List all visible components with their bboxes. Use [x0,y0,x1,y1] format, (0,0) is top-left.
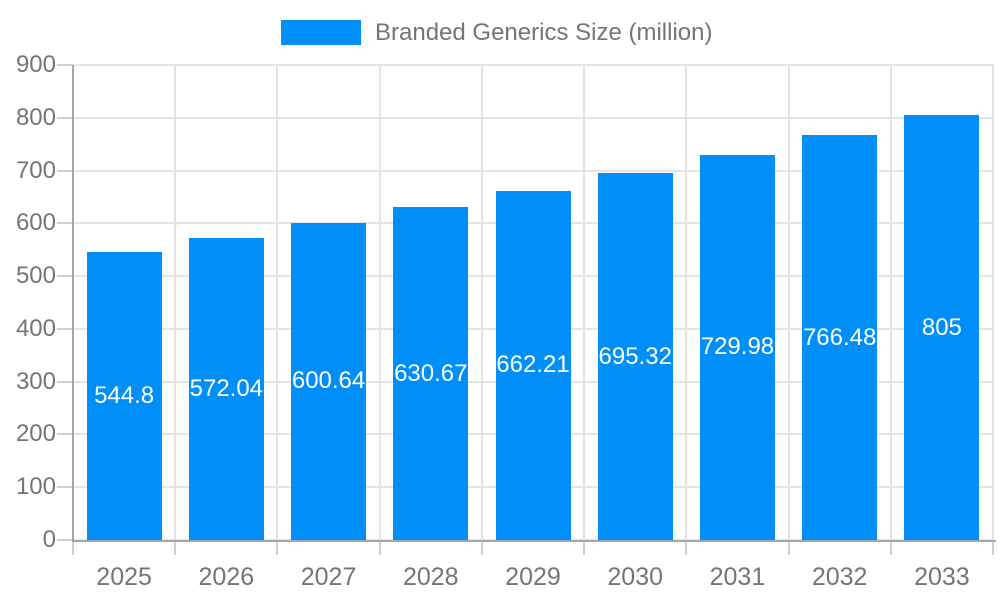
y-axis-tick [57,169,73,172]
x-axis-tick [889,542,892,555]
gridline-vertical [787,65,790,540]
gridline-vertical [480,65,483,540]
bar[interactable] [904,115,980,540]
x-axis-label: 2032 [811,563,868,591]
bar[interactable] [597,173,673,540]
y-axis-tick [57,539,73,541]
y-axis-label: 700 [15,156,56,184]
y-axis-label: 600 [15,209,56,237]
bar[interactable] [699,154,775,540]
bar[interactable] [802,135,878,540]
y-axis-label: 300 [15,367,56,395]
y-axis-tick [57,64,73,66]
gridline-vertical [378,65,381,540]
x-axis-label: 2029 [505,563,561,591]
x-axis-label: 2028 [402,563,459,591]
bar[interactable] [291,222,367,540]
bar[interactable] [495,190,571,540]
y-axis-label: 200 [15,420,56,448]
y-axis-label: 900 [15,51,56,78]
bar[interactable] [86,252,162,540]
x-axis-label: 2027 [300,563,357,591]
gridline-vertical [889,65,892,540]
bar-value-label: 544.8 [94,382,155,410]
gridline-vertical [992,65,994,540]
gridline-horizontal [73,169,993,172]
x-axis-tick [685,542,688,555]
y-axis-tick [57,116,73,119]
y-axis-tick [57,275,73,278]
bar-value-label: 695.32 [598,342,672,370]
x-axis-tick [72,542,74,555]
gridline-vertical [276,65,279,540]
bar-value-label: 572.04 [189,375,264,403]
gridline-horizontal [73,64,993,66]
gridline-vertical [583,65,586,540]
x-axis-label: 2025 [96,563,152,591]
x-axis-tick [174,542,177,555]
bar-value-label: 600.64 [291,367,366,395]
y-axis-line [72,65,74,542]
x-axis-label: 2033 [914,563,970,591]
x-axis-line [73,540,996,542]
x-axis-tick [276,542,279,555]
y-axis-label: 800 [15,103,56,131]
x-axis-tick [583,542,586,555]
bar-value-label: 729.98 [700,333,775,361]
gridline-vertical [174,65,177,540]
x-axis-tick [992,542,994,555]
y-axis-label: 400 [15,314,56,342]
x-axis-tick [480,542,483,555]
y-axis-tick [57,222,73,225]
x-axis-label: 2026 [198,563,255,591]
bar-value-label: 630.67 [394,359,468,387]
legend-label: Branded Generics Size (million) [375,19,713,46]
bar[interactable] [393,207,469,540]
bar-value-label: 662.21 [496,351,570,379]
bar[interactable] [188,238,264,540]
x-axis-tick [378,542,381,555]
x-axis-label: 2030 [607,563,664,591]
y-axis-label: 0 [42,526,56,553]
x-axis-label: 2031 [709,563,766,591]
y-axis-label: 100 [15,473,56,501]
y-axis-tick [57,380,73,383]
y-axis-tick [57,486,73,489]
y-axis-label: 500 [15,262,56,290]
x-axis-tick [787,542,790,555]
y-axis-tick [57,433,73,436]
chart-legend[interactable]: Branded Generics Size (million) [281,20,712,45]
bar-value-label: 766.48 [802,323,877,351]
y-axis-tick [57,327,73,330]
gridline-horizontal [73,116,993,119]
gridline-vertical [685,65,688,540]
bar-value-label: 805 [921,313,962,341]
legend-swatch-icon [281,20,361,45]
